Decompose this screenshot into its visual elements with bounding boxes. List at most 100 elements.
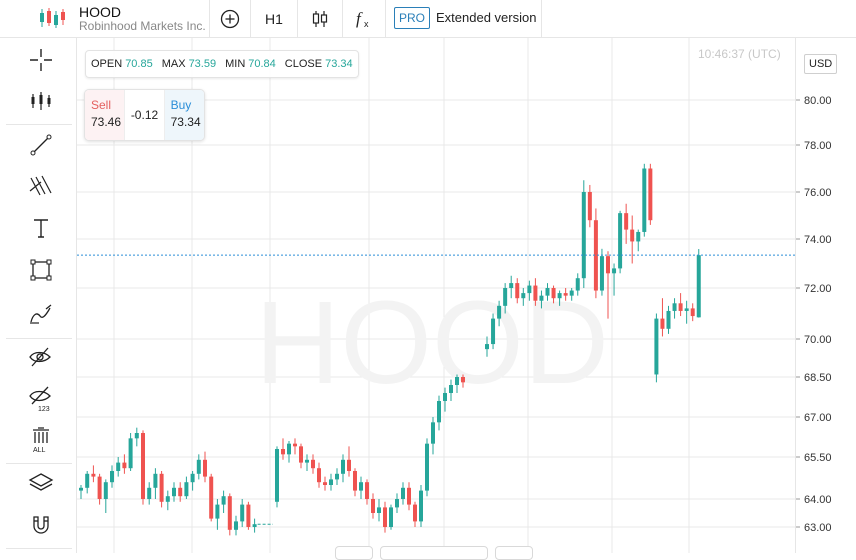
candle-body [221,496,226,505]
candle-body [515,283,520,299]
candle-body [575,278,580,291]
pro-badge[interactable]: PRO [394,7,431,29]
spread-value: -0.12 [124,90,165,140]
candle-body [690,308,695,317]
open-value: 70.85 [125,58,153,70]
layers-tool[interactable] [27,469,55,497]
candle-body [419,490,423,522]
buy-button[interactable]: Buy 73.34 [164,90,204,140]
toolbar-divider [250,0,251,38]
timeframe-label: H1 [265,10,283,27]
candle-body [110,471,114,483]
candle-body [159,473,164,502]
candle-body [122,462,127,469]
candle-body [606,256,610,274]
function-button[interactable]: f x [343,0,385,37]
candle-body [581,192,586,279]
toolbar-divider [541,0,542,38]
candle-body [485,344,489,350]
toolbar-divider [6,463,72,464]
candle-body [389,507,393,527]
hide-drawings-tool[interactable] [27,343,55,371]
currency-button[interactable]: USD [804,54,838,74]
rectangle-tool[interactable] [27,256,55,284]
min-label: MIN [225,58,246,70]
candle-body [425,443,429,491]
extended-version-link[interactable]: Extended version [436,10,537,25]
layers-icon [28,473,54,491]
toolbar-divider [342,0,343,38]
bottom-tab[interactable] [335,546,373,560]
bottom-tab[interactable] [495,546,533,560]
candle-body [401,487,405,499]
indicators-tool[interactable] [27,87,55,115]
candle-body [246,504,251,527]
toolbar-divider [6,124,72,125]
price-axis-label: 76.00 [804,187,832,199]
price-axis-label: 78.00 [804,140,832,152]
price-chart[interactable]: HOOD [77,38,795,553]
candle-body [147,487,152,499]
ohlc-panel: OPEN 70.85 MAX 73.59 MIN 70.84 CLOSE 73.… [85,50,359,78]
chart-canvas[interactable]: HOOD [77,38,795,553]
candle-body [190,473,195,483]
pitchfork-tool[interactable] [27,172,55,200]
sell-price: 73.46 [91,115,122,129]
hide-indicators-tool[interactable]: 123 [27,385,55,413]
open-label: OPEN [91,58,123,70]
candle-body [491,318,496,345]
candle-body [103,482,108,499]
price-axis-label: 70.00 [804,334,832,346]
candle-body [563,293,568,296]
crosshair-tool[interactable] [27,46,55,74]
candle-body [431,422,435,444]
candle-body [172,487,176,497]
candle-body [365,482,369,499]
candle-body [79,487,83,491]
candle-body [335,473,339,480]
candle-body [347,459,351,471]
hide-count-label: 123 [38,406,50,413]
candle-body [305,459,309,463]
candle-body [678,303,683,311]
candle-body [497,305,502,319]
chart-type-button[interactable] [298,0,342,37]
candle-body [240,504,245,522]
candle-body [642,168,647,232]
symbol-name[interactable]: HOOD [79,4,121,20]
candle-body [252,524,257,527]
sell-button[interactable]: Sell 73.46 [85,90,125,140]
bottom-tab[interactable] [380,546,488,560]
indicators-icon [31,92,51,110]
timeframe-button[interactable]: H1 [251,0,297,37]
candle-body [443,393,447,401]
candle-body [660,318,665,329]
candle-body [539,295,544,301]
price-axis-label: 74.00 [804,234,832,246]
candle-body [557,293,562,299]
candle-body [569,290,574,296]
candle-body [521,293,526,299]
sell-label: Sell [91,98,112,112]
candle-body [116,462,121,471]
candle-body [323,482,327,485]
candle-body [624,213,629,230]
trend-line-tool[interactable] [27,131,55,159]
candle-body [91,473,96,477]
candle-body [227,496,232,530]
price-axis-label: 65.50 [804,452,832,464]
crosshair-icon [30,49,52,71]
magnet-tool[interactable] [27,511,55,539]
candle-body [461,377,465,383]
trend-line-icon [30,134,52,156]
delete-all-tool[interactable]: ALL [27,426,55,454]
min-value: 70.84 [248,58,276,70]
brush-tool[interactable] [27,299,55,327]
price-axis[interactable]: USD 80.00 78.00 76.00 74.00 72.00 70.00 68.50 6… [795,38,856,553]
candle-body [684,308,689,311]
text-tool[interactable] [27,214,55,242]
price-axis-label: 64.00 [804,494,832,506]
candle-body [551,288,556,299]
close-value: 73.34 [325,58,353,70]
add-indicator-button[interactable] [210,0,250,37]
